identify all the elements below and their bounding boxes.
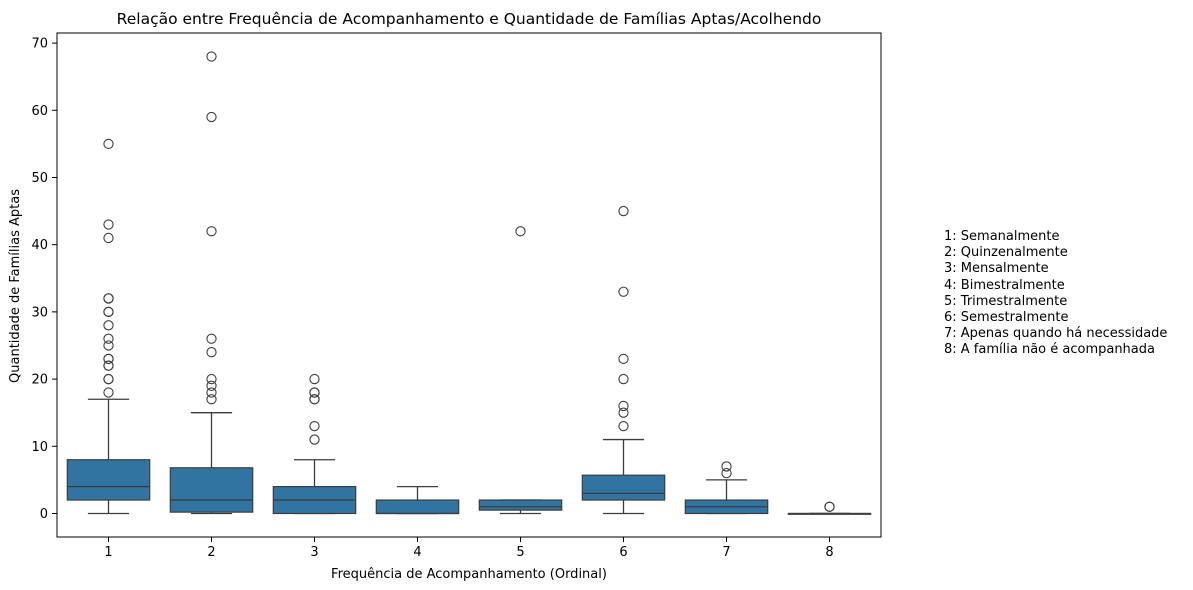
outlier-point bbox=[103, 387, 114, 398]
chart-title: Relação entre Frequência de Acompanhamen… bbox=[117, 10, 822, 28]
outlier-point bbox=[103, 320, 114, 331]
y-tick-label: 30 bbox=[31, 305, 48, 320]
category-key-line-3: 3: Mensalmente bbox=[944, 261, 1049, 277]
category-key-line-8: 8: A família não é acompanhada bbox=[944, 342, 1155, 358]
x-tick-label: 1 bbox=[104, 545, 112, 560]
outlier-point bbox=[206, 111, 217, 123]
x-tick-label: 3 bbox=[310, 545, 318, 560]
x-tick-label: 5 bbox=[516, 545, 524, 560]
outlier-point bbox=[309, 420, 320, 432]
outlier-point bbox=[206, 226, 217, 237]
outlier-point bbox=[103, 306, 114, 318]
outlier-point bbox=[103, 219, 114, 230]
outlier-point bbox=[103, 360, 114, 371]
y-tick-label: 70 bbox=[31, 37, 48, 52]
box-cat-4 bbox=[375, 499, 460, 515]
x-tick-label: 8 bbox=[825, 545, 833, 560]
outlier-point bbox=[309, 434, 320, 445]
outlier-point bbox=[618, 400, 629, 412]
x-tick-label: 6 bbox=[619, 545, 627, 560]
y-tick-label: 40 bbox=[31, 238, 48, 253]
outlier-point bbox=[103, 353, 114, 365]
outlier-point bbox=[206, 51, 217, 62]
category-key-line-6: 6: Semestralmente bbox=[944, 310, 1069, 326]
outlier-point bbox=[618, 286, 629, 297]
outlier-point bbox=[103, 373, 114, 385]
category-key-line-4: 4: Bimestralmente bbox=[944, 277, 1065, 293]
outlier-point bbox=[206, 394, 217, 405]
y-axis-label: Quantidade de Famílias Aptas bbox=[8, 189, 23, 383]
outlier-point bbox=[309, 387, 320, 398]
outlier-point bbox=[206, 347, 217, 358]
outlier-point bbox=[618, 407, 629, 418]
outlier-point bbox=[515, 226, 526, 237]
axes-frame bbox=[56, 32, 882, 538]
y-tick-label: 10 bbox=[31, 440, 48, 455]
y-tick-label: 50 bbox=[31, 171, 48, 186]
outlier-point bbox=[103, 340, 114, 351]
category-key-text: 1: Semanalmente 2: Quinzenalmente 3: Men… bbox=[944, 229, 1167, 359]
category-key-line-2: 2: Quinzenalmente bbox=[944, 245, 1068, 261]
category-key-line-5: 5: Trimestralmente bbox=[944, 293, 1068, 309]
outlier-point bbox=[721, 468, 732, 479]
outlier-point bbox=[618, 353, 629, 365]
box-cat-5 bbox=[478, 499, 563, 511]
outlier-point bbox=[618, 205, 629, 217]
box-cat-1 bbox=[66, 459, 151, 501]
x-tick-label: 4 bbox=[413, 545, 421, 560]
y-tick-label: 20 bbox=[31, 373, 48, 388]
outlier-point bbox=[309, 394, 320, 405]
outlier-point bbox=[206, 387, 217, 398]
outlier-point bbox=[824, 501, 835, 512]
box-cat-6 bbox=[581, 474, 666, 501]
plot-area: 0 10 20 30 40 50 60 70 1 2 3 4 5 6 7 8 bbox=[31, 32, 882, 560]
outlier-point bbox=[103, 232, 114, 244]
outlier-point bbox=[103, 293, 114, 304]
outlier-point bbox=[103, 138, 114, 150]
outlier-point bbox=[103, 333, 114, 344]
box-cat-2 bbox=[169, 467, 254, 513]
category-key-line-7: 7: Apenas quando há necessidade bbox=[944, 326, 1168, 342]
y-tick-label: 0 bbox=[40, 507, 48, 522]
category-key-line-1: 1: Semanalmente bbox=[944, 229, 1060, 244]
y-tick-label: 60 bbox=[31, 104, 48, 119]
outlier-point bbox=[721, 461, 732, 472]
outlier-point bbox=[206, 380, 217, 391]
x-tick-label: 7 bbox=[722, 545, 730, 560]
outlier-point bbox=[206, 333, 217, 344]
outlier-point bbox=[309, 373, 320, 385]
outlier-point bbox=[206, 373, 217, 385]
x-tick-label: 2 bbox=[207, 545, 215, 560]
outlier-point bbox=[618, 373, 629, 385]
outlier-point bbox=[618, 420, 629, 432]
x-axis-label: Frequência de Acompanhamento (Ordinal) bbox=[331, 567, 607, 582]
